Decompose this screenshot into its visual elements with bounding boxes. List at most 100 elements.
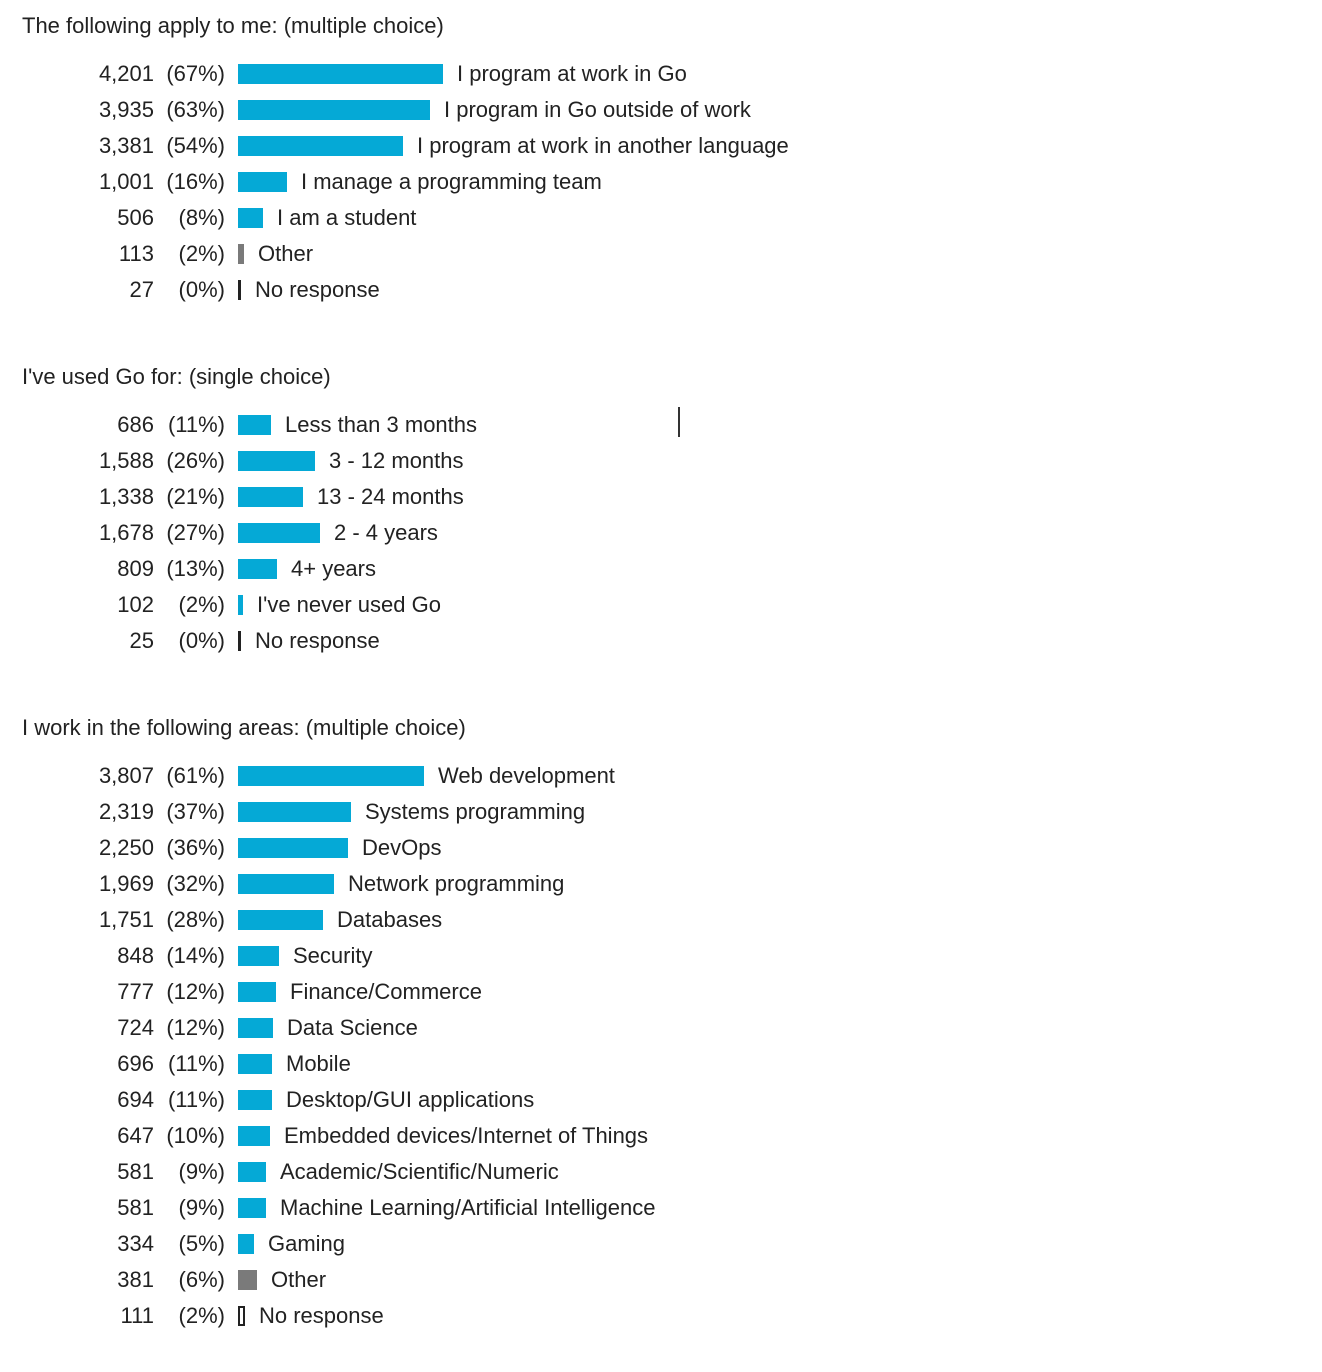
- chart-row: 647 (10%) Embedded devices/Internet of Thi…: [0, 1118, 1322, 1154]
- bar: [238, 100, 430, 120]
- chart-row: 334 (5%) Gaming: [0, 1226, 1322, 1262]
- bar: [238, 487, 303, 507]
- percent-label: (0%): [178, 277, 225, 302]
- percent-label: (54%): [166, 133, 225, 158]
- percent-label: (16%): [166, 169, 225, 194]
- bar: [238, 1306, 245, 1326]
- chart-row: 25 (0%) No response: [0, 623, 1322, 659]
- count-label: 381: [117, 1267, 154, 1292]
- count-label: 694: [117, 1087, 154, 1112]
- count-label: 25: [129, 628, 154, 653]
- chart-row: 27 (0%) No response: [0, 272, 1322, 308]
- percent-label: (10%): [166, 1123, 225, 1148]
- percent-label: (11%): [167, 1051, 225, 1076]
- category-label: No response: [259, 1303, 384, 1328]
- count-label: 506: [117, 205, 154, 230]
- bar: [238, 1018, 273, 1038]
- percent-label: (12%): [166, 1015, 225, 1040]
- bar: [238, 766, 424, 786]
- chart-row: 2,250 (36%) DevOps: [0, 830, 1322, 866]
- bar: [238, 451, 315, 471]
- bar: [238, 523, 320, 543]
- percent-label: (2%): [178, 1303, 225, 1328]
- chart-row: 102 (2%) I've never used Go: [0, 587, 1322, 623]
- count-label: 334: [117, 1231, 154, 1256]
- chart-row: 111 (2%) No response: [0, 1298, 1322, 1334]
- percent-label: (61%): [166, 763, 225, 788]
- chart-row: 694 (11%) Desktop/GUI applications: [0, 1082, 1322, 1118]
- category-label: Finance/Commerce: [290, 979, 482, 1004]
- count-label: 2,319: [98, 799, 154, 824]
- chart-row: 4,201 (67%) I program at work in Go: [0, 56, 1322, 92]
- category-label: Systems programming: [365, 799, 586, 824]
- category-label: 4+ years: [291, 556, 376, 581]
- chart-row: 1,678 (27%) 2 - 4 years: [0, 515, 1322, 551]
- count-label: 3,381: [98, 133, 154, 158]
- category-label: Data Science: [287, 1015, 418, 1040]
- percent-label: (8%): [178, 205, 225, 230]
- bar: [238, 595, 243, 615]
- percent-label: (2%): [178, 592, 225, 617]
- percent-label: (37%): [166, 799, 225, 824]
- bar: [238, 415, 271, 435]
- percent-label: (28%): [166, 907, 225, 932]
- category-label: Gaming: [268, 1231, 346, 1256]
- percent-label: (6%): [178, 1267, 225, 1292]
- category-label: I manage a programming team: [301, 169, 602, 194]
- count-label: 581: [117, 1195, 154, 1220]
- percent-label: (26%): [166, 448, 225, 473]
- category-label: I am a student: [277, 205, 417, 230]
- chart-row: 848 (14%) Security: [0, 938, 1322, 974]
- chart-row: 3,935 (63%) I program in Go outside of wor…: [0, 92, 1322, 128]
- chart-row: 506 (8%) I am a student: [0, 200, 1322, 236]
- chart-row: 724 (12%) Data Science: [0, 1010, 1322, 1046]
- category-label: Less than 3 months: [285, 412, 478, 437]
- category-label: 13 - 24 months: [317, 484, 464, 509]
- chart-row: 1,588 (26%) 3 - 12 months: [0, 443, 1322, 479]
- category-label: I've never used Go: [257, 592, 441, 617]
- count-label: 111: [120, 1303, 154, 1328]
- count-label: 696: [117, 1051, 154, 1076]
- chart-title: I've used Go for: (single choice): [22, 364, 331, 389]
- chart-row: 2,319 (37%) Systems programming: [0, 794, 1322, 830]
- category-label: I program in Go outside of work: [444, 97, 751, 122]
- bar: [238, 838, 348, 858]
- category-label: No response: [255, 277, 380, 302]
- category-label: Academic/Scientific/Numeric: [280, 1159, 559, 1184]
- text-cursor-icon: [678, 407, 680, 437]
- percent-label: (13%): [166, 556, 225, 581]
- category-label: Databases: [337, 907, 443, 932]
- bar: [238, 244, 244, 264]
- percent-label: (2%): [178, 241, 225, 266]
- bar: [238, 136, 403, 156]
- percent-label: (32%): [166, 871, 225, 896]
- chart-title: The following apply to me: (multiple cho…: [22, 13, 444, 38]
- category-label: Machine Learning/Artificial Intelligence: [280, 1195, 656, 1220]
- count-label: 1,969: [98, 871, 154, 896]
- count-label: 1,588: [98, 448, 154, 473]
- bar: [238, 208, 263, 228]
- percent-label: (11%): [167, 412, 225, 437]
- percent-label: (5%): [178, 1231, 225, 1256]
- percent-label: (11%): [167, 1087, 225, 1112]
- category-label: Mobile: [286, 1051, 351, 1076]
- chart-row: 113 (2%) Other: [0, 236, 1322, 272]
- category-label: Desktop/GUI applications: [286, 1087, 535, 1112]
- count-label: 647: [117, 1123, 154, 1148]
- bar: [238, 1198, 266, 1218]
- chart-row: 3,807 (61%) Web development: [0, 758, 1322, 794]
- chart-row: 777 (12%) Finance/Commerce: [0, 974, 1322, 1010]
- chart-row: 696 (11%) Mobile: [0, 1046, 1322, 1082]
- category-label: I program at work in another language: [417, 133, 789, 158]
- count-label: 848: [117, 943, 154, 968]
- count-label: 4,201: [98, 61, 154, 86]
- percent-label: (9%): [178, 1159, 225, 1184]
- chart-row: 1,338 (21%) 13 - 24 months: [0, 479, 1322, 515]
- count-label: 2,250: [98, 835, 154, 860]
- count-label: 1,751: [98, 907, 154, 932]
- percent-label: (63%): [166, 97, 225, 122]
- count-label: 3,935: [98, 97, 154, 122]
- percent-label: (21%): [166, 484, 225, 509]
- percent-label: (14%): [166, 943, 225, 968]
- category-label: Web development: [438, 763, 615, 788]
